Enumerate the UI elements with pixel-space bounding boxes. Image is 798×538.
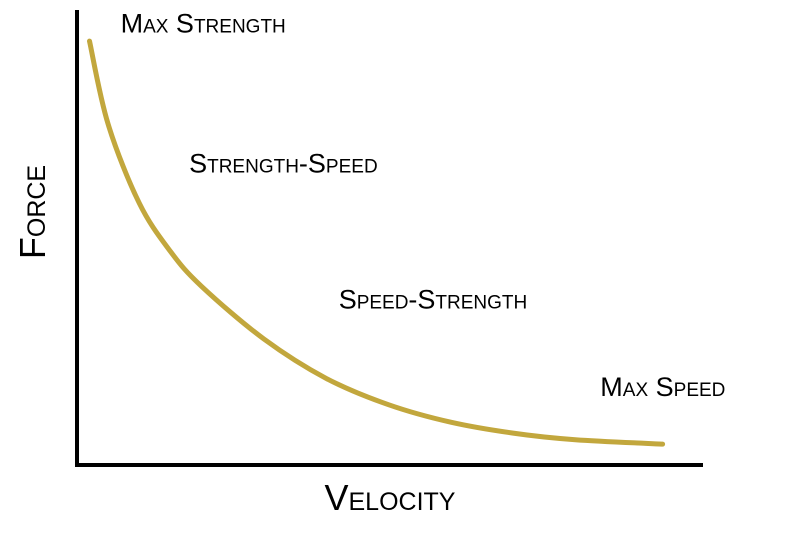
force-velocity-curve [87, 38, 666, 447]
x-axis-label: Velocity [325, 477, 456, 518]
region-label-max-strength: Max Strength [121, 8, 286, 38]
y-axis-label: Force [12, 165, 53, 259]
region-label-max-speed: Max Speed [600, 372, 725, 402]
region-label-strength-speed: Strength-Speed [189, 149, 378, 179]
region-label-speed-strength: Speed-Strength [339, 284, 528, 314]
region-labels: Max Strength Strength-Speed Speed-Strength… [121, 8, 726, 402]
